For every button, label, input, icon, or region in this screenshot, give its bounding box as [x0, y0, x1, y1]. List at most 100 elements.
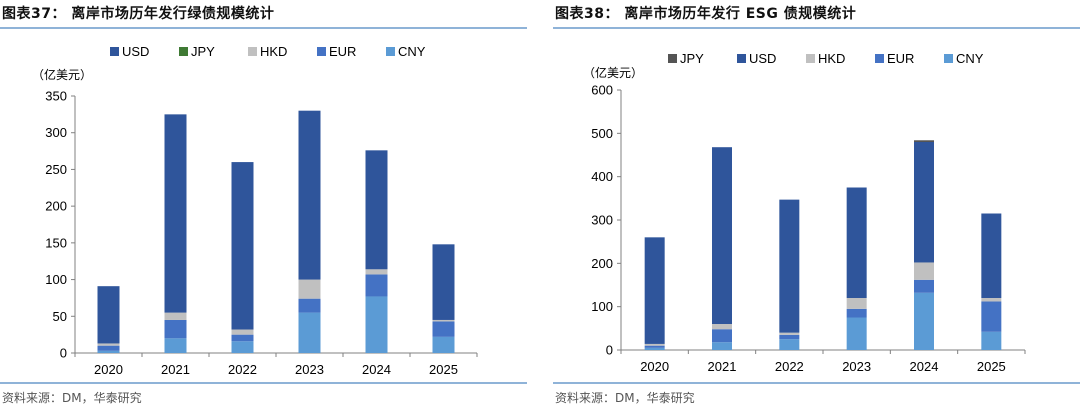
legend-swatch-hkd — [806, 54, 815, 63]
right-chart-title: 图表38： 离岸市场历年发行 ESG 债规模统计 — [555, 6, 857, 22]
bar-segment-hkd-2025 — [432, 319, 455, 322]
bar-segment-usd-2021 — [164, 114, 187, 313]
left-chart-title: 图表37： 离岸市场历年发行绿债规模统计 — [2, 6, 275, 22]
y-tick-label: 200 — [45, 199, 67, 214]
y-tick-label: 100 — [45, 272, 67, 287]
bar-segment-hkd-2024 — [365, 269, 388, 275]
bar-segment-eur-2020 — [97, 345, 120, 351]
left-title-rule: 图表37： 离岸市场历年发行绿债规模统计 — [0, 0, 527, 29]
bar-segment-cny-2024 — [365, 296, 388, 353]
legend-swatch-cny — [386, 47, 395, 56]
bar-segment-hkd-2023 — [298, 279, 321, 299]
bar-segment-hkd-2023 — [846, 298, 867, 309]
right-source-rule — [553, 382, 1080, 384]
y-tick-label: 400 — [591, 169, 613, 184]
bar-segment-eur-2021 — [164, 319, 187, 339]
bar-segment-hkd-2022 — [231, 329, 254, 335]
bar-segment-eur-2023 — [298, 298, 321, 313]
x-tick-label: 2020 — [640, 359, 669, 374]
legend-swatch-hkd — [248, 47, 257, 56]
bar-segment-usd-2020 — [644, 237, 665, 344]
legend-label-usd: USD — [749, 51, 776, 66]
legend-label-jpy: JPY — [680, 51, 704, 66]
left-source-rule — [0, 382, 527, 384]
legend-label-cny: CNY — [956, 51, 984, 66]
legend-label-eur: EUR — [329, 44, 356, 59]
bar-segment-cny-2020 — [97, 350, 120, 353]
y-tick-label: 0 — [606, 343, 613, 358]
legend-swatch-eur — [317, 47, 326, 56]
bar-segment-usd-2023 — [298, 110, 321, 280]
x-tick-label: 2021 — [161, 362, 190, 377]
bar-segment-cny-2021 — [164, 338, 187, 353]
right-chart-panel: 图表38： 离岸市场历年发行 ESG 债规模统计 JPY USD HKD EUR CNY… — [553, 0, 1080, 414]
x-tick-label: 2023 — [842, 359, 871, 374]
bar-segment-eur-2025 — [981, 301, 1002, 332]
legend-swatch-usd — [737, 54, 746, 63]
legend-swatch-eur — [875, 54, 884, 63]
x-tick-label: 2025 — [977, 359, 1006, 374]
bar-segment-hkd-2021 — [164, 312, 187, 320]
legend-swatch-jpy — [179, 47, 188, 56]
bar-segment-usd-2022 — [231, 162, 254, 330]
bar-segment-jpy-2024 — [914, 140, 934, 142]
bar-segment-cny-2022 — [779, 339, 800, 350]
y-tick-label: 50 — [53, 309, 67, 324]
bar-segment-usd-2024 — [914, 142, 934, 263]
legend-label-usd: USD — [122, 44, 149, 59]
bar-segment-eur-2021 — [712, 329, 732, 343]
x-tick-label: 2022 — [775, 359, 804, 374]
bar-segment-eur-2024 — [365, 274, 388, 297]
bar-segment-usd-2025 — [432, 244, 455, 320]
bar-segment-cny-2020 — [644, 347, 665, 350]
legend-swatch-jpy — [668, 54, 677, 63]
right-source-note: 资料来源：DM，华泰研究 — [555, 391, 695, 405]
bar-segment-eur-2024 — [914, 279, 934, 293]
legend-label-hkd: HKD — [818, 51, 845, 66]
y-tick-label: 250 — [45, 162, 67, 177]
x-tick-label: 2023 — [295, 362, 324, 377]
bar-segment-cny-2023 — [298, 312, 321, 353]
bar-segment-usd-2020 — [97, 286, 120, 344]
bar-segment-hkd-2020 — [97, 343, 120, 346]
bar-segment-eur-2022 — [231, 334, 254, 342]
bar-segment-hkd-2020 — [644, 343, 665, 346]
bar-segment-cny-2023 — [846, 317, 867, 350]
left-chart-panel: 图表37： 离岸市场历年发行绿债规模统计 USD JPY HKD EUR CNY （亿美元… — [0, 0, 527, 414]
legend-swatch-usd — [110, 47, 119, 56]
legend-label-hkd: HKD — [260, 44, 287, 59]
legend-label-eur: EUR — [887, 51, 914, 66]
y-tick-label: 500 — [591, 126, 613, 141]
bar-segment-cny-2025 — [432, 336, 455, 353]
bar-segment-cny-2021 — [712, 342, 732, 350]
bar-segment-cny-2022 — [231, 341, 254, 353]
bar-segment-usd-2022 — [779, 199, 800, 333]
y-tick-label: 350 — [45, 89, 67, 104]
x-tick-label: 2020 — [94, 362, 123, 377]
y-tick-label: 0 — [60, 346, 67, 361]
y-tick-label: 300 — [591, 213, 613, 228]
legend-label-cny: CNY — [398, 44, 426, 59]
bar-segment-hkd-2022 — [779, 332, 800, 335]
left-source-note: 资料来源：DM，华泰研究 — [2, 391, 142, 405]
bar-segment-usd-2025 — [981, 213, 1002, 298]
bar-segment-cny-2024 — [914, 292, 934, 350]
legend-label-jpy: JPY — [191, 44, 215, 59]
x-tick-label: 2024 — [362, 362, 391, 377]
y-axis-unit-label: （亿美元） — [583, 65, 643, 80]
bar-segment-eur-2025 — [432, 321, 455, 337]
right-stacked-bar-chart: JPY USD HKD EUR CNY （亿美元） 0 100 200 300 400 500 600 2… — [583, 51, 1026, 374]
x-tick-label: 2024 — [910, 359, 939, 374]
bar-segment-eur-2020 — [644, 345, 665, 348]
bar-segment-hkd-2021 — [712, 324, 732, 330]
x-tick-label: 2022 — [228, 362, 257, 377]
bar-segment-eur-2022 — [779, 334, 800, 340]
bar-segment-eur-2023 — [846, 308, 867, 318]
y-tick-label: 150 — [45, 235, 67, 250]
left-stacked-bar-chart: USD JPY HKD EUR CNY （亿美元） 0 50 100 150 200 250 300 35… — [32, 44, 478, 377]
x-tick-label: 2021 — [708, 359, 737, 374]
legend-swatch-cny — [944, 54, 953, 63]
y-tick-label: 100 — [591, 299, 613, 314]
bar-segment-usd-2023 — [846, 187, 867, 298]
bar-segment-hkd-2024 — [914, 262, 934, 280]
